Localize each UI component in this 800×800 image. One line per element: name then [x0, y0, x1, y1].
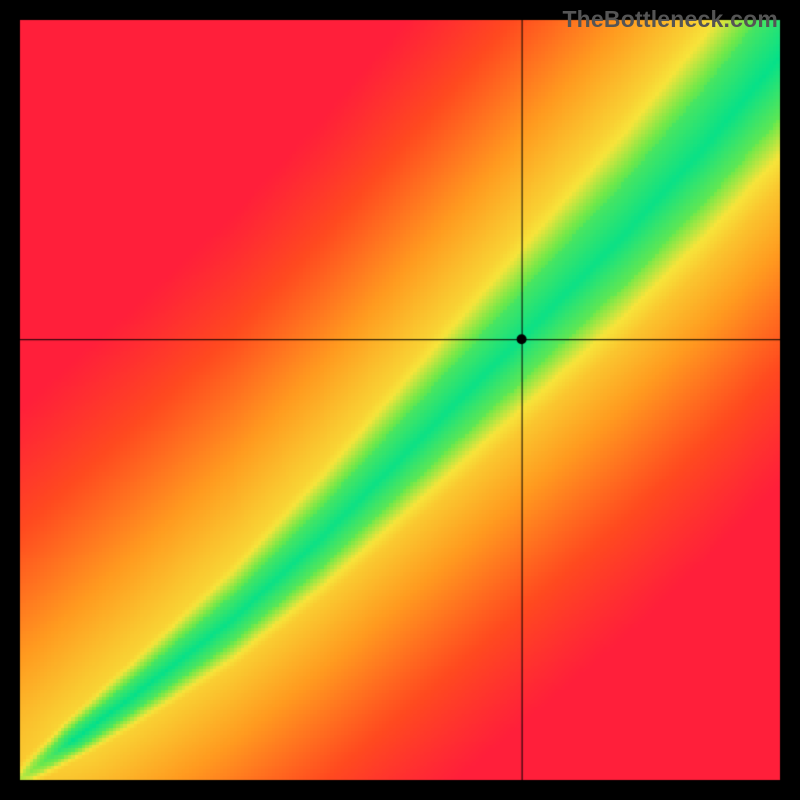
bottleneck-heatmap: [0, 0, 800, 800]
watermark-text: TheBottleneck.com: [562, 6, 778, 33]
